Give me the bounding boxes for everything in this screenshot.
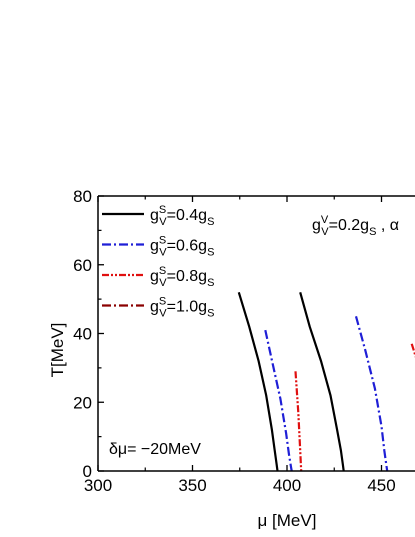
series-2-branch-1	[410, 343, 415, 358]
x-axis-label: μ [MeV]	[258, 511, 317, 530]
legend: gS V=0.4gS gS V=0.6gS gS V=0.8gS gS V=1.0gS	[102, 204, 214, 320]
y-tick-label: 20	[73, 393, 92, 412]
x-tick-label: 400	[273, 476, 301, 495]
x-tick-label: 350	[178, 476, 206, 495]
series-2-branch-0	[294, 371, 303, 472]
annotations: gV V=0.2gS , α δμ= −20MeV	[109, 214, 399, 458]
x-tick-label: 300	[84, 476, 112, 495]
series-0-branch-0	[237, 291, 279, 472]
series-1-branch-1	[354, 316, 389, 472]
y-tick-label: 60	[73, 256, 92, 275]
coupling-annotation: gV V=0.2gS , α	[312, 214, 399, 238]
y-tick-label: 80	[73, 187, 92, 206]
legend-label-0: gS V=0.4gS	[150, 204, 214, 228]
x-tick-label: 450	[367, 476, 395, 495]
axes	[97, 195, 415, 472]
legend-label-3: gS V=1.0gS	[150, 296, 214, 320]
axis-ticks: 300 350 400 450 0 20 40 60 80	[73, 187, 396, 495]
y-tick-label: 0	[83, 462, 92, 481]
plot-lines	[237, 291, 415, 472]
series-0-branch-1	[299, 292, 345, 472]
legend-label-1: gS V=0.6gS	[150, 235, 214, 259]
y-axis-label: T[MeV]	[48, 323, 67, 378]
legend-label-2: gS V=0.8gS	[150, 265, 214, 289]
series-1-branch-0	[264, 329, 293, 472]
delta-mu-annotation: δμ= −20MeV	[109, 441, 201, 458]
y-tick-label: 40	[73, 325, 92, 344]
